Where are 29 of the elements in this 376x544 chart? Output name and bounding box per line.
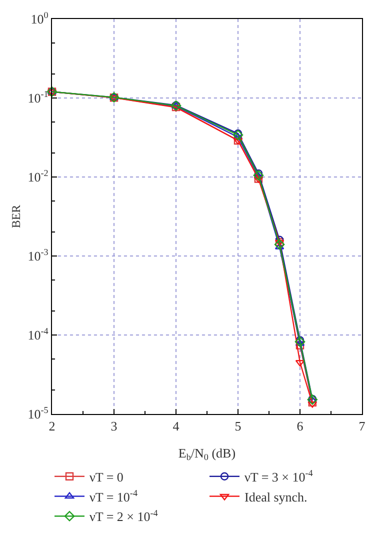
y-tick-label: 10$^{0}$: [30, 10, 49, 27]
point: [234, 129, 242, 138]
x-tick-label: 2: [48, 418, 56, 434]
x-tick-label: 3: [110, 418, 118, 434]
legend-label: νT = 0: [90, 469, 124, 484]
y-axis-title: BER: [9, 204, 24, 228]
x-tick-label: 4: [172, 418, 180, 434]
legend-label: νT = 3 × 10$^{-4}$: [244, 468, 314, 484]
x-tick-label: 6: [296, 418, 304, 434]
point: [295, 339, 305, 346]
point: [232, 130, 244, 140]
point: [274, 239, 285, 250]
x-tick-label: 7: [358, 418, 366, 434]
y-tick-label: 10$^{-5}$: [28, 405, 49, 422]
y-tick-label: 10$^{-1}$: [28, 89, 48, 106]
x-tick-label: 5: [234, 418, 242, 434]
point: [296, 341, 304, 350]
y-tick-label: 10$^{-3}$: [28, 247, 49, 264]
point: [296, 336, 304, 344]
legend-label: νT = 2 × 10$^{-4}$: [90, 508, 158, 524]
legend-label: νT = 10$^{-4}$: [90, 488, 138, 504]
legend-label: Ideal synch.: [244, 489, 308, 504]
point: [233, 132, 243, 140]
y-tick-label: 10$^{-4}$: [28, 326, 49, 343]
point: [308, 401, 318, 408]
point: [308, 398, 316, 407]
y-tick-label: 10$^{-2}$: [28, 168, 49, 185]
x-axis-title: E$_{b}$/N$_{0}$ (dB): [178, 445, 236, 462]
point: [294, 336, 306, 347]
